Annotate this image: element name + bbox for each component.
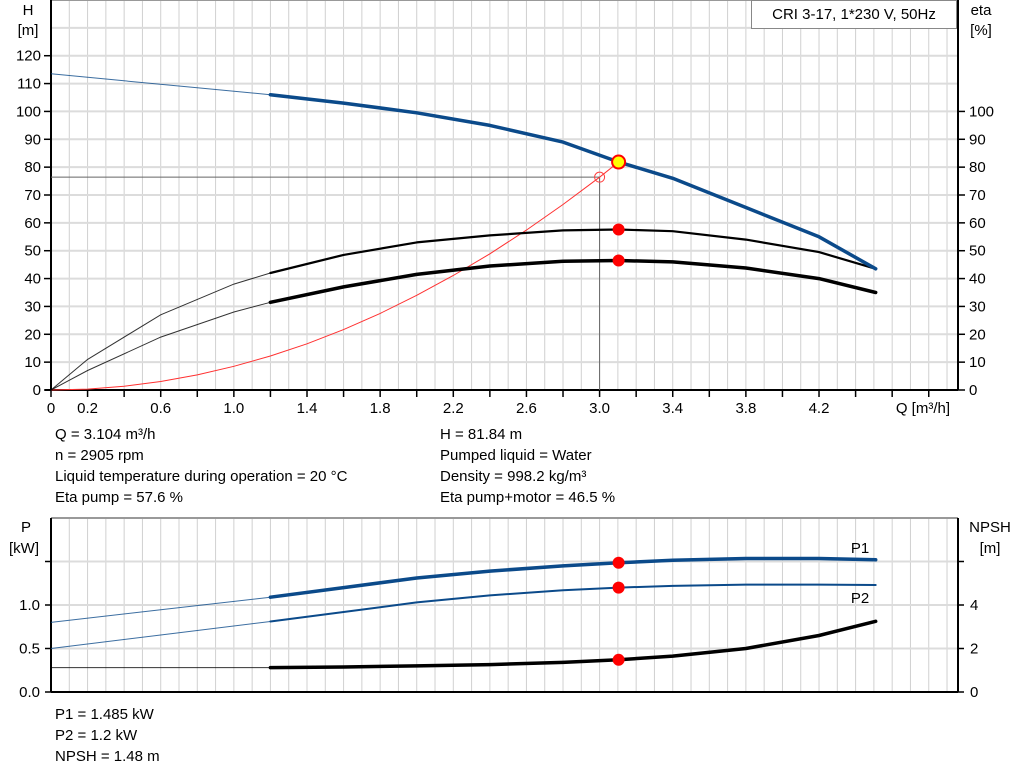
p1-curve-extrapolated xyxy=(50,596,271,623)
y-axis-label-left: P xyxy=(21,519,31,536)
y-axis-label-right: NPSH xyxy=(969,519,1011,536)
x-tick-label: 0 xyxy=(47,400,55,417)
y-axis-label-right: eta xyxy=(971,2,993,19)
x-tick-label: 2.2 xyxy=(443,400,464,417)
duty-point-p1 xyxy=(612,556,625,569)
p2-curve xyxy=(269,583,877,623)
x-tick-label: 1.4 xyxy=(297,400,318,417)
y-axis-label-left: H xyxy=(23,2,34,19)
x-tick-label: 0.6 xyxy=(150,400,171,417)
duty-point-p2 xyxy=(612,581,625,594)
y-tick-label-right: 90 xyxy=(969,131,986,148)
legend-box xyxy=(751,0,957,29)
y-tick-label-left: 50 xyxy=(24,243,41,260)
y-tick-label-left: 70 xyxy=(24,187,41,204)
y-tick-label-left: 90 xyxy=(24,131,41,148)
info-top-left: Q = 3.104 m³/h n = 2905 rpm Liquid tempe… xyxy=(55,424,347,508)
eta-pump-motor-curve-extrapolated xyxy=(50,301,271,391)
info-speed: n = 2905 rpm xyxy=(55,447,144,464)
duty-point-npsh xyxy=(612,653,625,666)
y-tick-label-right: 20 xyxy=(969,326,986,343)
y-tick-label-right: 10 xyxy=(969,354,986,371)
x-tick-label: 3.0 xyxy=(589,400,610,417)
y-tick-label-right: 60 xyxy=(969,215,986,232)
y-tick-label-left: 60 xyxy=(24,215,41,232)
legend-text: CRI 3-17, 1*230 V, 50Hz xyxy=(772,6,936,23)
p1-curve xyxy=(268,556,878,599)
p2-series-label: P2 xyxy=(851,590,869,607)
y-tick-label-left: 20 xyxy=(24,326,41,343)
y-tick-label-left: 0.5 xyxy=(19,641,40,658)
y-tick-label-right: 80 xyxy=(969,159,986,176)
system-curve xyxy=(50,161,619,391)
y-tick-label-left: 110 xyxy=(17,76,41,93)
y-axis-unit-left: [kW] xyxy=(9,540,39,557)
duty-point-head xyxy=(611,154,627,170)
reference-point-marker xyxy=(594,171,606,183)
y-tick-label-right: 30 xyxy=(969,298,986,315)
info-density: Density = 998.2 kg/m³ xyxy=(440,468,587,485)
y-tick-label-right: 2 xyxy=(970,641,978,658)
x-tick-label: 0.2 xyxy=(77,400,98,417)
y-tick-label-left: 40 xyxy=(24,271,41,288)
info-p1: P1 = 1.485 kW xyxy=(55,706,154,723)
y-tick-label-right: 0 xyxy=(970,684,978,701)
eta-pump-curve xyxy=(269,228,877,275)
p2-curve-extrapolated xyxy=(50,621,271,649)
y-tick-label-left: 100 xyxy=(16,103,41,120)
info-bottom: P1 = 1.485 kW P2 = 1.2 kW NPSH = 1.48 m xyxy=(55,704,160,767)
y-tick-label-right: 70 xyxy=(969,187,986,204)
p1-series-label: P1 xyxy=(851,540,869,557)
y-tick-label-right: 100 xyxy=(969,103,994,120)
info-flow: Q = 3.104 m³/h xyxy=(55,426,156,443)
duty-point-eta-pump-motor xyxy=(612,254,625,267)
y-axis-unit-right: [m] xyxy=(980,540,1001,557)
y-axis-unit-left: [m] xyxy=(18,22,39,39)
npsh-curve xyxy=(268,619,878,670)
x-tick-label: 2.6 xyxy=(516,400,537,417)
head-curve xyxy=(268,92,878,271)
y-tick-label-right: 0 xyxy=(969,382,977,399)
y-tick-label-right: 40 xyxy=(969,271,986,288)
x-axis-label: Q [m³/h] xyxy=(896,400,950,417)
info-head: H = 81.84 m xyxy=(440,426,523,443)
info-npsh: NPSH = 1.48 m xyxy=(55,748,160,765)
y-tick-label-left: 1.0 xyxy=(19,597,40,614)
eta-pump-motor-curve xyxy=(268,258,878,305)
info-eta-pump-motor: Eta pump+motor = 46.5 % xyxy=(440,489,616,506)
info-top-right: H = 81.84 m Pumped liquid = Water Densit… xyxy=(440,424,615,508)
y-tick-label-right: 50 xyxy=(969,243,986,260)
info-eta-pump: Eta pump = 57.6 % xyxy=(55,489,183,506)
info-liquid-temperature: Liquid temperature during operation = 20… xyxy=(55,468,348,485)
info-pumped-liquid: Pumped liquid = Water xyxy=(440,447,592,464)
x-tick-label: 1.8 xyxy=(370,400,391,417)
y-tick-label-left: 0 xyxy=(33,382,41,399)
info-p2: P2 = 1.2 kW xyxy=(55,727,138,744)
x-tick-label: 3.8 xyxy=(735,400,756,417)
head-curve-extrapolated xyxy=(50,73,271,96)
y-tick-label-left: 30 xyxy=(24,298,41,315)
duty-point-eta-pump xyxy=(612,223,625,236)
y-tick-label-left: 80 xyxy=(24,159,41,176)
eta-pump-curve-extrapolated xyxy=(50,272,271,391)
y-axis-unit-right: [%] xyxy=(970,22,992,39)
y-tick-label-left: 10 xyxy=(24,354,41,371)
x-tick-label: 4.2 xyxy=(809,400,830,417)
y-tick-label-left: 120 xyxy=(16,48,41,65)
y-tick-label-right: 4 xyxy=(970,597,978,614)
x-tick-label: 1.0 xyxy=(223,400,244,417)
x-tick-label: 3.4 xyxy=(662,400,683,417)
y-tick-label-left: 0.0 xyxy=(19,684,40,701)
